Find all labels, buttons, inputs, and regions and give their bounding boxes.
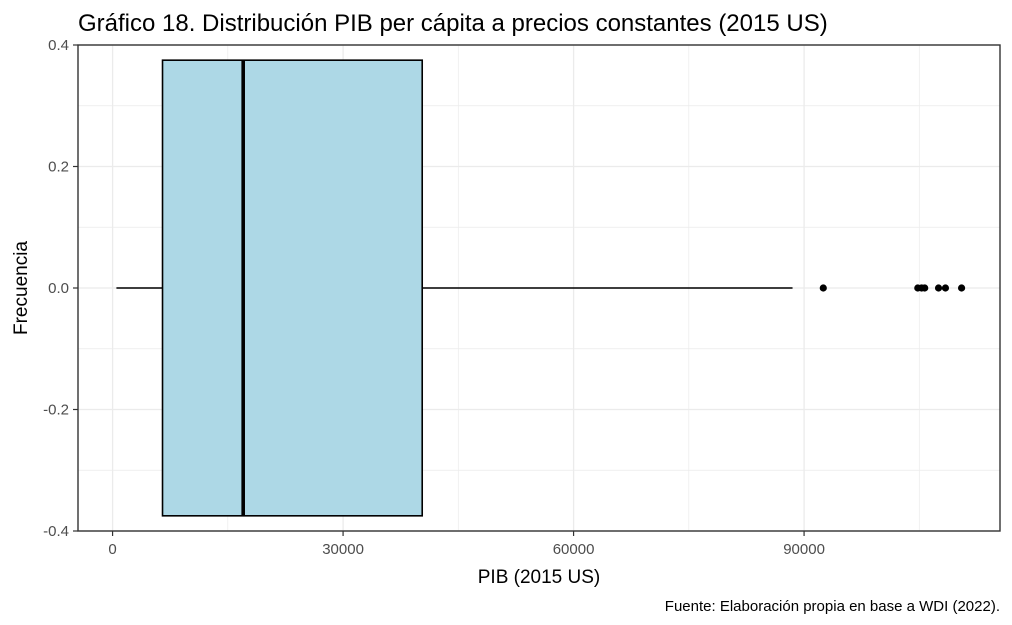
outlier-point	[921, 284, 929, 292]
chart-caption: Fuente: Elaboración propia en base a WDI…	[665, 598, 1000, 615]
outlier-point	[934, 284, 943, 292]
box-layer	[116, 59, 966, 517]
y-axis-title: Frecuencia	[11, 241, 32, 335]
x-axis-title: PIB (2015 US)	[478, 567, 601, 588]
y-tick-label: 0.4	[48, 37, 69, 54]
box-iqr	[161, 59, 424, 517]
chart-title: Gráfico 18. Distribución PIB per cápita …	[78, 10, 828, 37]
y-tick-label: 0.0	[48, 280, 69, 297]
outlier-point	[819, 284, 827, 292]
outlier-point	[957, 284, 966, 292]
axis-ticks: 0 30000 60000 90000 0.4 0.2 0.0 -0.2 -0.4	[43, 37, 825, 558]
x-tick-label: 30000	[322, 541, 364, 558]
x-tick-label: 0	[108, 541, 116, 558]
y-tick-label: -0.4	[43, 523, 69, 540]
y-tick-label: -0.2	[43, 402, 69, 419]
x-tick-label: 60000	[553, 541, 595, 558]
x-tick-label: 90000	[783, 541, 825, 558]
outlier-point	[941, 284, 950, 292]
y-tick-label: 0.2	[48, 159, 69, 176]
